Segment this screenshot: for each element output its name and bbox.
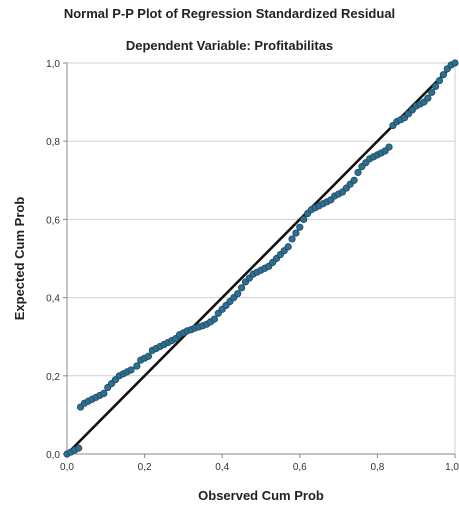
data-point — [288, 235, 296, 243]
x-axis-label: Observed Cum Prob — [198, 488, 324, 503]
y-axis-label: Expected Cum Prob — [12, 197, 27, 321]
data-point — [296, 223, 304, 231]
y-tick-label: 0,0 — [46, 450, 60, 461]
chart-subtitle: Dependent Variable: Profitabilitas — [125, 38, 334, 53]
x-tick-label: 0,0 — [60, 462, 74, 473]
y-tick-label: 1,0 — [46, 59, 60, 70]
data-point — [144, 352, 153, 360]
y-tick-label: 0,8 — [46, 137, 60, 148]
x-tick-label: 0,2 — [138, 462, 152, 473]
data-point — [428, 88, 436, 96]
data-point — [234, 290, 242, 298]
data-point — [431, 82, 440, 91]
data-point — [292, 229, 300, 237]
tick-labels: 0,0 0,2 0,4 0,6 0,8 1,0 0,0 0,2 0,4 0,6 0,8 1,0 — [46, 59, 459, 473]
x-tick-label: 0,6 — [293, 462, 307, 473]
y-tick-label: 0,2 — [46, 372, 60, 383]
data-point — [133, 362, 141, 370]
data-point — [424, 94, 432, 102]
data-point — [75, 444, 83, 452]
x-tick-label: 0,4 — [215, 462, 229, 473]
data-point — [385, 143, 393, 151]
x-tick-label: 0,8 — [370, 462, 384, 473]
data-point — [127, 366, 135, 374]
data-point — [100, 389, 108, 397]
reference-line — [66, 62, 456, 455]
chart-title: Normal P-P Plot of Regression Standardiz… — [63, 6, 396, 21]
y-tick-label: 0,6 — [46, 215, 60, 226]
data-point — [439, 71, 447, 79]
data-point — [300, 215, 308, 223]
gridlines — [67, 62, 455, 377]
x-tick-label: 1,0 — [445, 462, 459, 473]
data-point — [350, 176, 358, 184]
data-point — [354, 168, 362, 177]
data-point — [210, 315, 219, 323]
data-point — [238, 284, 246, 292]
reference-line-group — [66, 62, 456, 455]
y-tick-label: 0,4 — [46, 294, 60, 305]
data-points — [63, 59, 459, 458]
data-point — [284, 243, 292, 251]
data-point — [451, 59, 459, 67]
data-point — [435, 76, 444, 85]
